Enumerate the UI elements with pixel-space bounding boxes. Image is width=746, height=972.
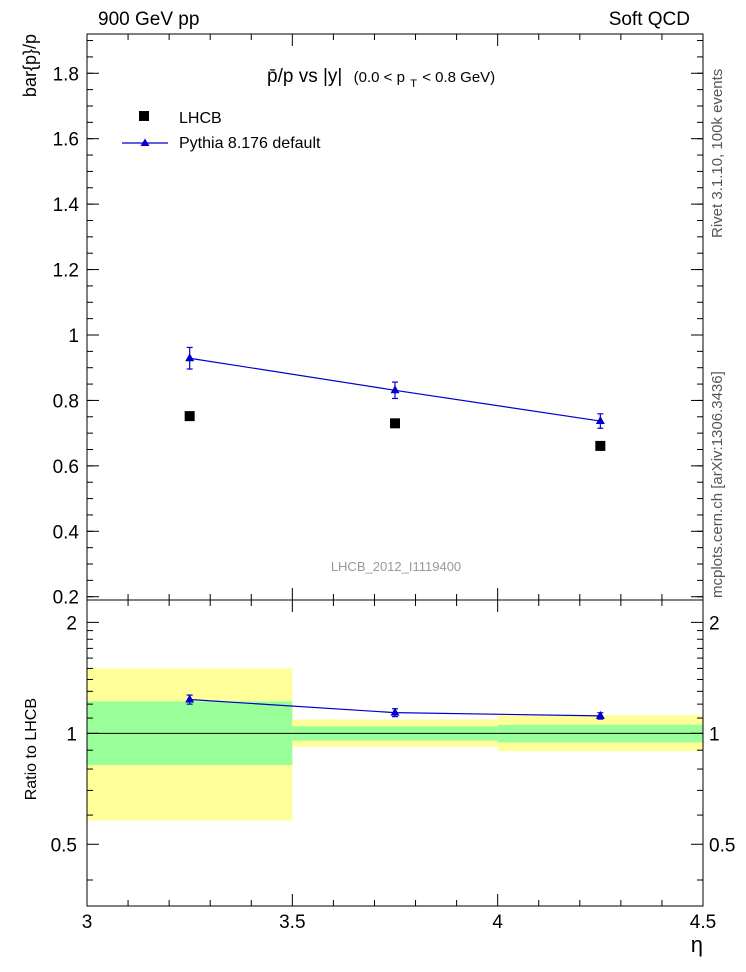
x-tick-label: 4 xyxy=(492,912,503,933)
main-y-axis-label: bar{p}/p xyxy=(20,34,40,97)
main-title: p̄/p vs |y| (0.0 < p T < 0.8 GeV) xyxy=(267,66,495,92)
header-right: Soft QCD xyxy=(609,9,690,30)
main-title-sub: (0.0 < p xyxy=(354,69,405,86)
x-axis-label: η xyxy=(691,932,703,957)
main-title-sub-end: < 0.8 GeV) xyxy=(422,69,495,86)
rivet-label: Rivet 3.1.10, 100k events xyxy=(709,69,726,238)
main-y-tick-label: 0.8 xyxy=(53,391,79,412)
lhcb-point xyxy=(390,418,400,429)
main-y-tick-label: 1.4 xyxy=(53,195,80,216)
ratio-bands xyxy=(87,668,703,821)
main-title-main: p̄/p vs |y| xyxy=(267,66,342,87)
ratio-pythia-point xyxy=(390,707,400,716)
lhcb-point xyxy=(184,411,195,422)
x-tick-label: 3.5 xyxy=(279,912,305,933)
x-tick-label: 4.5 xyxy=(690,912,716,933)
ratio-pythia-point xyxy=(595,710,605,719)
ratio-y-tick-label-right: 2 xyxy=(709,613,720,634)
ratio-frame xyxy=(86,599,704,907)
main-y-tick-label: 1 xyxy=(68,326,79,347)
main-y-tick-label: 0.4 xyxy=(53,522,80,543)
main-y-tick-label: 1.8 xyxy=(53,64,79,85)
main-y-tick-label: 0.6 xyxy=(53,457,79,478)
main-y-tick-label: 1.2 xyxy=(53,261,79,282)
analysis-watermark: LHCB_2012_I1119400 xyxy=(331,559,461,574)
ratio-pythia-point xyxy=(185,694,195,703)
ratio-series xyxy=(185,694,605,720)
main-series xyxy=(184,346,606,451)
ratio-y-tick-label-right: 1 xyxy=(709,724,720,745)
main-ticks: 0.2 0.4 0.6 0.8 1 1.2 1.4 1.6 1.8 xyxy=(53,34,704,609)
ratio-y-tick-label: 1 xyxy=(66,724,77,745)
ratio-y-tick-label: 0.5 xyxy=(51,835,77,856)
ratio-y-tick-label: 2 xyxy=(66,613,77,634)
ratio-y-tick-label-right: 0.5 xyxy=(709,835,735,856)
main-y-tick-label: 0.2 xyxy=(53,588,79,609)
pythia-point xyxy=(595,416,605,425)
main-title-sub-index: T xyxy=(410,78,417,90)
header-left: 900 GeV pp xyxy=(98,9,199,30)
legend-lhcb-marker xyxy=(139,111,149,121)
main-panel: 0.2 0.4 0.6 0.8 1 1.2 1.4 1.6 1.8 bar{p}/p p̄/p … xyxy=(20,33,704,609)
pythia-point xyxy=(390,385,400,394)
legend-lhcb-label: LHCB xyxy=(179,110,222,127)
x-tick-label: 3 xyxy=(82,912,93,933)
main-y-tick-label: 1.6 xyxy=(53,130,79,151)
lhcb-point xyxy=(595,440,606,451)
legend-pythia-marker xyxy=(140,138,150,146)
ratio-y-axis-label: Ratio to LHCB xyxy=(23,698,40,800)
ratio-panel: 0.5 0.5 1 1 2 2 3 3.5 4 4.5 Ratio to LHCB η xyxy=(23,599,735,957)
mcplots-label: mcplots.cern.ch [arXiv:1306.3436] xyxy=(709,371,726,598)
legend: LHCB Pythia 8.176 default xyxy=(122,110,321,152)
legend-pythia-label: Pythia 8.176 default xyxy=(179,135,321,152)
pythia-point xyxy=(185,353,195,362)
